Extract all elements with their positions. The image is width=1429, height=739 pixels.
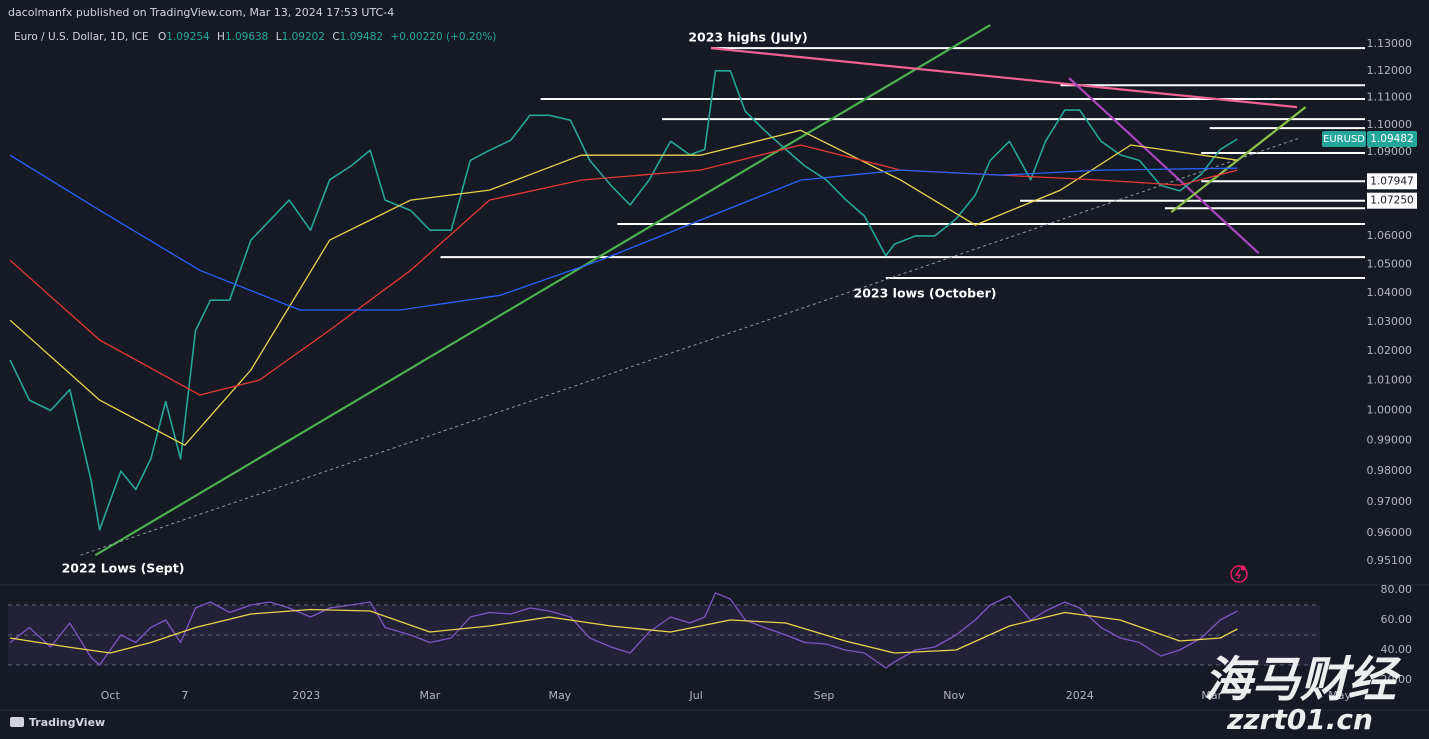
ohlc-label: H <box>217 31 225 43</box>
event-icon-bolt <box>1234 568 1242 580</box>
y-tick-label: 1.09000 <box>1367 145 1413 158</box>
annotation: 2023 lows (October) <box>854 286 997 301</box>
x-tick-label: May <box>1328 689 1351 702</box>
x-tick-label: 7 <box>181 689 188 702</box>
x-tick-label: Jul <box>689 689 703 702</box>
y-tick-label: 1.12000 <box>1367 64 1413 77</box>
price-tag-name-bg <box>1322 130 1366 147</box>
ohlc-label: L <box>276 31 282 43</box>
y-tick-label: 1.00000 <box>1367 404 1413 417</box>
trend-line <box>710 47 1298 109</box>
x-tick-label: 2023 <box>292 689 320 702</box>
x-tick-label: 2024 <box>1066 689 1094 702</box>
y-tick-label: 1.13000 <box>1367 37 1413 50</box>
ohlc-value: 1.09482 <box>340 31 383 43</box>
annotation: 2022 Lows (Sept) <box>62 561 185 576</box>
logo-mark <box>10 717 24 727</box>
annotation: 2023 highs (July) <box>688 30 807 45</box>
y-tick-label: 0.96000 <box>1367 526 1413 539</box>
ohlc-value: 1.09254 <box>166 31 210 43</box>
change: +0.00220 (+0.20%) <box>390 31 496 43</box>
price-tag-label: 1.07947 <box>1370 175 1413 187</box>
x-tick-label: Mar <box>419 689 440 702</box>
y-tick-label: 40.00 <box>1381 643 1413 656</box>
symbol: Euro / U.S. Dollar, 1D, ICE <box>14 31 149 43</box>
y-tick-label: 1.02000 <box>1367 344 1413 357</box>
y-tick-label: 1.04000 <box>1367 286 1413 299</box>
y-tick-label: 1.01000 <box>1367 374 1413 387</box>
ohlc-label: O <box>158 31 166 43</box>
watermark-url: zzrt01.cn <box>1226 703 1373 736</box>
event-icon[interactable] <box>1230 565 1248 583</box>
y-tick-label: 1.10000 <box>1367 118 1413 131</box>
series-line <box>9 154 1238 311</box>
event-dot <box>1240 565 1246 571</box>
x-tick-label: Mar <box>1201 689 1222 702</box>
y-tick-label: 1.11000 <box>1367 91 1413 104</box>
y-tick-label: 1.06000 <box>1367 229 1413 242</box>
series-line <box>9 592 1238 669</box>
price-tag-bg <box>1367 192 1417 209</box>
x-tick-label: Nov <box>943 689 965 702</box>
series-line <box>9 70 1238 531</box>
ohlc-label: C <box>332 31 339 43</box>
publisher: dacolmanfx published on TradingView.com,… <box>8 6 394 19</box>
y-tick-label: 0.98000 <box>1367 464 1413 477</box>
price-tag-bg <box>1367 130 1417 147</box>
plot-layer: 1.13000 1.12000 1.11000 1.10000 1.09000 1.060… <box>8 24 1417 702</box>
y-tick-label: 0.97000 <box>1367 495 1413 508</box>
y-tick-label: 80.00 <box>1381 583 1413 596</box>
y-tick-label: 1.03000 <box>1367 315 1413 328</box>
x-tick-label: May <box>548 689 571 702</box>
y-tick-label: 1.05000 <box>1367 257 1413 270</box>
trend-line <box>1170 106 1307 214</box>
y-tick-label: 20.00 <box>1381 673 1413 686</box>
series-line <box>9 608 1238 654</box>
x-tick-label: Sep <box>814 689 835 702</box>
price-tag-name: EURUSD <box>1323 134 1365 145</box>
y-tick-label: 0.99000 <box>1367 434 1413 447</box>
series-line <box>9 129 1238 446</box>
x-tick-label: Oct <box>101 689 121 702</box>
trend-line <box>94 24 991 557</box>
price-tag-label: 1.07250 <box>1370 195 1413 207</box>
price-tag-label: 1.09482 <box>1370 133 1413 145</box>
price-tag-bg <box>1367 173 1417 190</box>
trend-line <box>80 137 1300 556</box>
watermark: 海马财经 <box>1204 652 1402 708</box>
ohlc-value: 1.09638 <box>225 31 268 43</box>
brand[interactable]: TradingView <box>29 716 105 729</box>
trend-line <box>1068 77 1260 254</box>
symbol-line: Euro / U.S. Dollar, 1D, ICE O1.09254 H1.… <box>14 31 496 43</box>
y-tick-label: 60.00 <box>1381 613 1413 626</box>
series-line <box>9 144 1238 396</box>
y-tick-label: 0.95100 <box>1367 554 1413 567</box>
ohlc-value: 1.09202 <box>282 31 325 43</box>
